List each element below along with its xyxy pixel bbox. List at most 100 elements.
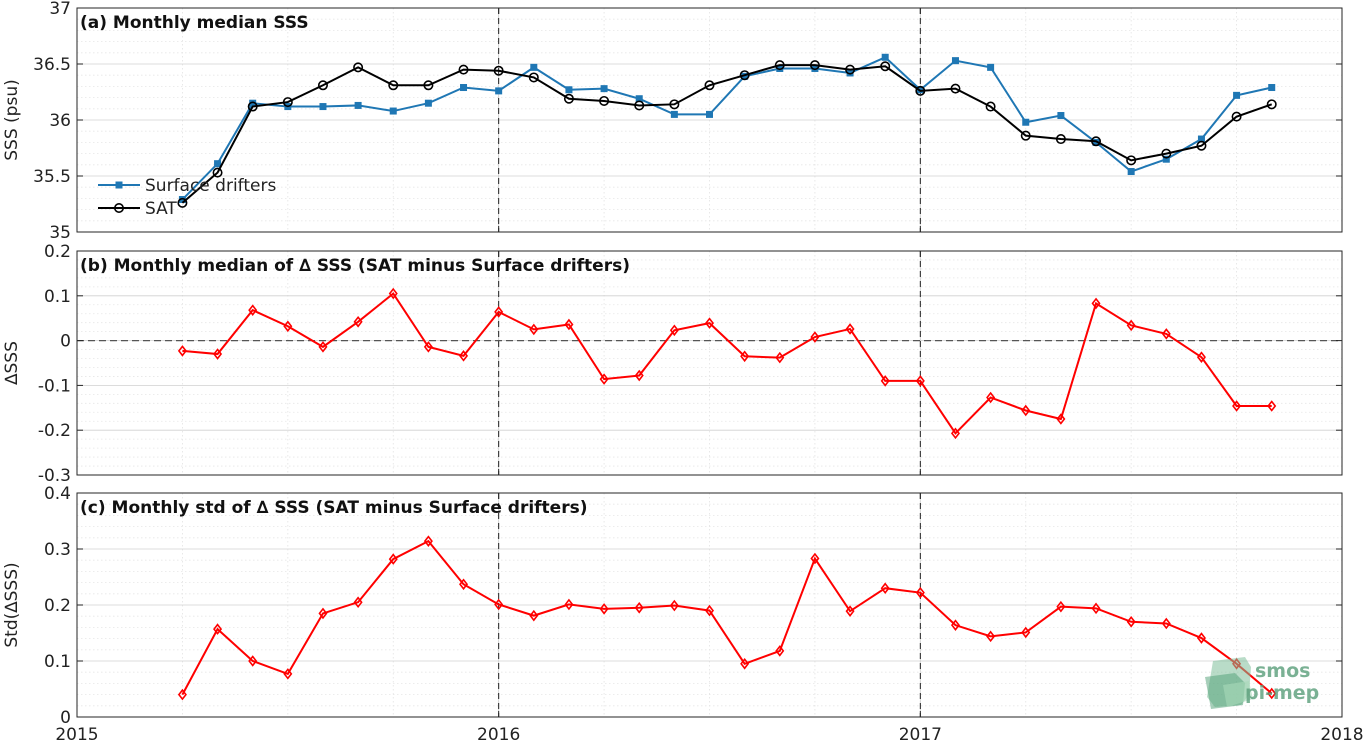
logo-word-1: smos — [1255, 660, 1310, 682]
data-point — [213, 623, 223, 635]
y-tick-label: 0.4 — [44, 484, 71, 504]
data-point — [670, 110, 678, 118]
x-tick-label: 2017 — [899, 725, 942, 745]
data-point — [1161, 328, 1171, 340]
data-point — [741, 72, 749, 80]
data-point — [1267, 687, 1277, 700]
data-point — [1196, 351, 1206, 363]
data-point — [1161, 148, 1172, 159]
panel-2: 0 0.1 0.2 0.3 0.4 Std(∆SSS) (c) Monthly std of… — [2, 484, 1343, 728]
panel-title: (a) Monthly median SSS — [80, 13, 309, 33]
y-tick-label: -0.1 — [38, 376, 71, 396]
data-point — [987, 63, 995, 71]
data-point — [494, 306, 504, 318]
data-point — [880, 582, 890, 595]
legend-label: SAT — [145, 199, 177, 219]
data-point — [775, 645, 785, 657]
data-point — [177, 197, 188, 208]
y-axis-label: SSS (psu) — [2, 79, 22, 160]
data-point — [563, 93, 574, 104]
data-point — [1021, 404, 1031, 417]
y-tick-label: 36.5 — [33, 55, 71, 75]
data-point — [950, 619, 960, 631]
y-tick-label: 37 — [49, 0, 71, 19]
x-tick-label: 2016 — [477, 725, 520, 745]
data-point — [247, 101, 258, 112]
data-point — [776, 64, 784, 72]
panel-title: (b) Monthly median of ∆ SSS (SAT minus S… — [80, 256, 630, 276]
data-point — [248, 304, 258, 316]
panel-title: (c) Monthly std of ∆ SSS (SAT minus Surf… — [80, 498, 587, 518]
y-tick-label: 0.2 — [44, 596, 71, 616]
y-tick-label: 0 — [60, 708, 71, 728]
series-line — [182, 292, 1272, 435]
data-point — [1020, 130, 1031, 141]
panel-1: -0.3 -0.2 -0.1 0 0.1 0.2 ∆SSS (b) Monthly media… — [2, 242, 1343, 486]
y-tick-label: 0.1 — [44, 652, 71, 672]
data-point — [177, 688, 187, 701]
series-line — [181, 56, 1272, 201]
y-tick-label: 0.3 — [44, 540, 71, 560]
data-point — [317, 80, 328, 91]
data-point — [459, 350, 469, 362]
data-point — [845, 64, 856, 75]
data-point — [704, 604, 715, 617]
data-point — [739, 70, 750, 81]
data-point — [1161, 617, 1171, 630]
data-point — [389, 107, 397, 115]
data-point — [809, 60, 820, 71]
data-point — [810, 552, 820, 565]
data-point — [459, 578, 469, 591]
data-point — [1091, 297, 1101, 310]
data-point — [1127, 168, 1135, 176]
x-tick-label: 2018 — [1320, 725, 1363, 745]
data-point — [460, 84, 468, 92]
y-axis-label: Std(∆SSS) — [2, 562, 22, 647]
y-tick-label: -0.2 — [38, 421, 71, 441]
data-point — [881, 53, 889, 61]
data-point — [282, 97, 293, 108]
data-point — [600, 85, 608, 93]
data-point — [564, 598, 574, 611]
series-line — [181, 64, 1273, 204]
panel-0: 35 35.5 36 36.5 37 SSS (psu) (a) Monthly media… — [2, 0, 1343, 243]
data-point — [1055, 134, 1066, 145]
panels: 35 35.5 36 36.5 37 SSS (psu) (a) Monthly media… — [2, 0, 1343, 728]
plot-frame — [76, 492, 1343, 718]
data-point — [1267, 400, 1277, 412]
data-point — [283, 668, 293, 680]
data-point — [423, 535, 433, 547]
data-point — [1233, 91, 1241, 99]
data-point — [318, 341, 328, 353]
data-point — [775, 351, 785, 364]
data-point — [846, 69, 854, 77]
data-point — [915, 586, 925, 599]
data-point — [635, 95, 643, 103]
data-point — [740, 657, 750, 670]
data-point — [530, 63, 538, 71]
data-point — [529, 609, 539, 622]
data-point — [1056, 600, 1066, 613]
data-point — [565, 86, 573, 94]
data-point — [951, 57, 959, 65]
smos-pimep-logo: smos pi-mep — [1205, 657, 1319, 709]
shared-x-axis: 2015 2016 2017 2018 — [55, 725, 1363, 745]
series-delta-1 — [177, 287, 1277, 440]
y-tick-label: 36 — [49, 111, 71, 131]
data-point — [1266, 99, 1277, 110]
data-point — [1232, 400, 1242, 412]
data-point — [1126, 615, 1136, 628]
data-point — [669, 324, 679, 337]
data-point — [1056, 413, 1066, 425]
data-point — [423, 341, 433, 353]
y-tick-label: 0.1 — [44, 287, 71, 307]
data-point — [388, 553, 398, 565]
data-point — [774, 60, 785, 71]
data-point — [424, 99, 432, 107]
logo-word-2: pi-mep — [1245, 682, 1319, 704]
x-tick-label: 2015 — [55, 725, 98, 745]
data-point — [706, 110, 713, 118]
data-point — [915, 85, 926, 96]
data-point — [177, 345, 187, 357]
data-point — [986, 630, 996, 643]
